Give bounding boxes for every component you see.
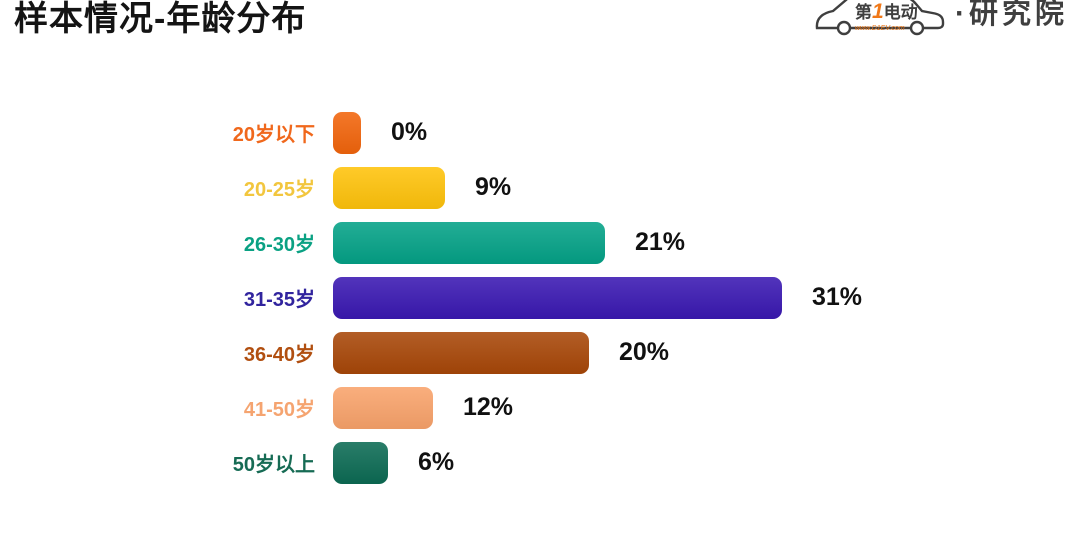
bar-12% <box>333 386 433 429</box>
page-title: 样本情况-年龄分布 <box>14 0 307 38</box>
bar-31% <box>333 276 782 319</box>
category-label: 36-40岁 <box>243 344 315 366</box>
bar-6% <box>333 441 388 484</box>
category-label: 50岁以上 <box>232 454 315 476</box>
chart-row: 41-50岁 12% <box>0 380 1080 435</box>
value-label: 31% <box>812 283 863 311</box>
brand-logo: 第1电动 www.D1EV.com · 研究院 <box>811 0 1068 37</box>
bar-9% <box>333 166 445 209</box>
chart-row: 20岁以下 0% <box>0 105 1080 160</box>
category-label: 26-30岁 <box>243 234 315 256</box>
category-label: 20-25岁 <box>243 179 315 201</box>
logo-separator: · <box>954 0 965 30</box>
value-label: 21% <box>635 228 686 256</box>
value-label: 0% <box>391 118 428 146</box>
value-label: 9% <box>475 173 512 201</box>
chart-row: 20-25岁 9% <box>0 160 1080 215</box>
value-label: 20% <box>619 338 670 366</box>
chart-row: 36-40岁 20% <box>0 325 1080 380</box>
logo-url: www.D1EV.com <box>855 25 905 32</box>
chart-row: 31-35岁 31% <box>0 270 1080 325</box>
bar-21% <box>333 221 605 264</box>
category-label: 20岁以下 <box>232 124 315 146</box>
bar-20% <box>333 331 589 374</box>
age-distribution-chart: 20岁以下 0% 20-25岁 9% 26-30岁 21% 31-35岁 31% 36-40岁 2… <box>0 105 1080 490</box>
car-logo-icon: 第1电动 www.D1EV.com <box>811 0 949 36</box>
category-label: 41-50岁 <box>243 399 315 421</box>
logo-institute-text: 研究院 <box>968 0 1068 30</box>
chart-row: 50岁以上 6% <box>0 435 1080 490</box>
bar-0% <box>333 111 361 154</box>
value-label: 6% <box>418 448 455 476</box>
value-label: 12% <box>463 393 514 421</box>
car-logo-text: 第1电动 <box>855 0 918 23</box>
chart-row: 26-30岁 21% <box>0 215 1080 270</box>
category-label: 31-35岁 <box>243 289 315 311</box>
